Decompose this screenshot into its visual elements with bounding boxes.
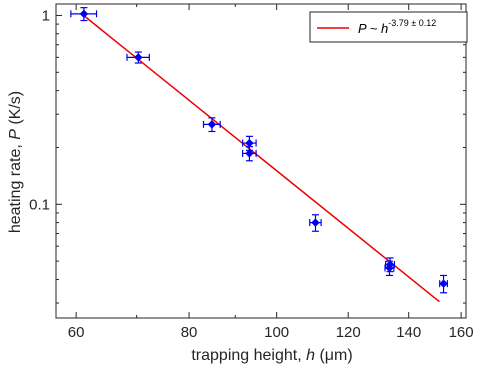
axes-box — [55, 3, 467, 319]
y-tick-label-0: 0.1 — [29, 196, 50, 213]
plot-area — [55, 3, 467, 319]
x-tick-label-4: 140 — [396, 324, 421, 341]
x-axis-label: trapping height, h (μm) — [191, 347, 352, 364]
data-point-marker — [311, 218, 320, 227]
x-tick-label-0: 60 — [68, 324, 85, 341]
data-point-2 — [202, 117, 221, 133]
x-axis-label-unit-close: ) — [347, 347, 352, 364]
legend-box — [309, 11, 468, 43]
x-axis-label-prefix: trapping height, — [191, 347, 306, 364]
data-point-1 — [126, 51, 150, 64]
y-tick-label-1: 1 — [42, 7, 50, 24]
data-point-8 — [439, 274, 448, 294]
legend-base: h — [381, 21, 388, 36]
data-point-marker — [385, 263, 394, 273]
data-point-5 — [309, 214, 322, 232]
x-axis-label-unit: μm — [325, 347, 348, 364]
fit-line — [82, 14, 440, 303]
y-axis-label-var: P — [7, 129, 24, 140]
x-tick-label-1: 80 — [181, 324, 198, 341]
x-tick-label-2: 100 — [264, 324, 289, 341]
data-point-marker — [245, 149, 254, 158]
x-tick-label-5: 160 — [449, 324, 474, 341]
legend-label: P ~ h-3.79 ± 0.12 — [358, 18, 436, 36]
legend-prefix: P ~ — [358, 21, 381, 36]
x-axis-label-unit-open: ( — [315, 347, 325, 364]
fit-line-group — [82, 14, 440, 303]
x-axis-label-var: h — [306, 347, 315, 364]
data-point-marker — [207, 120, 217, 129]
data-point-marker — [245, 138, 254, 148]
legend: P ~ h-3.79 ± 0.12 — [309, 11, 468, 43]
data-point-3 — [242, 135, 257, 151]
data-point-4 — [242, 146, 257, 162]
data-point-marker — [134, 53, 143, 62]
data-point-7 — [384, 260, 395, 277]
data-points — [70, 7, 448, 294]
axis-ticks: 60 80 100 120 140 160 0.1 1 — [29, 4, 474, 341]
data-point-marker — [439, 279, 448, 288]
x-tick-label-3: 120 — [336, 324, 361, 341]
y-axis-label-unit: (K/s) — [7, 91, 24, 129]
legend-exponent: -3.79 ± 0.12 — [388, 18, 436, 28]
y-axis-label-prefix: heating rate, — [7, 140, 24, 233]
y-axis-label: heating rate, P (K/s) — [7, 91, 24, 233]
